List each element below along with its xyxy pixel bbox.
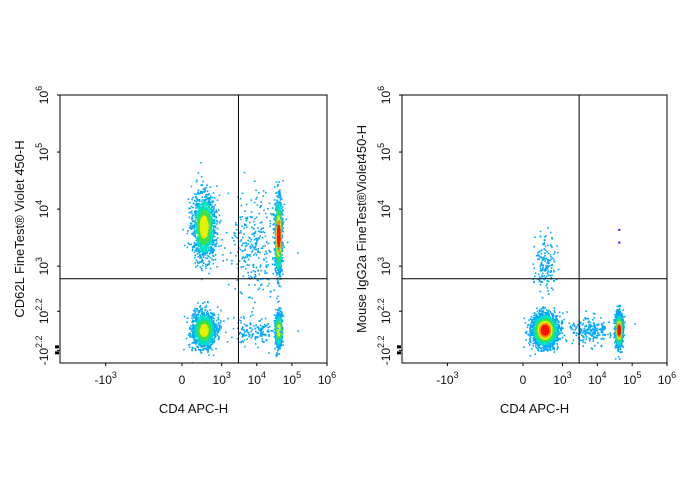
x-tick-label: 0 [520, 373, 527, 387]
y-tick-label: 104 [34, 200, 51, 218]
x-tick-label: -103 [95, 370, 117, 387]
y-axis-marker [397, 351, 401, 355]
population-5 [216, 314, 299, 354]
y-tick-label: 103 [376, 257, 393, 275]
y-axis-marker [397, 345, 401, 349]
y-axis-marker [55, 345, 59, 349]
plot-frame [401, 94, 668, 364]
population-0 [182, 162, 223, 281]
x-tick-label: 105 [283, 370, 301, 387]
y-tick-label: 106 [34, 86, 51, 104]
x-tick-label: 0 [179, 373, 186, 387]
population-1 [613, 304, 626, 360]
dot-cloud [182, 162, 299, 363]
y-tick-label: -102.2 [34, 335, 51, 365]
outlier-dot [618, 241, 621, 244]
dot-cloud [523, 227, 636, 360]
left-plot: -103 0 103 104 105 106 -102.2 102.2 103 104 105 106… [12, 86, 336, 416]
population-0 [523, 306, 567, 357]
population-2 [560, 308, 636, 350]
y-tick-label: 105 [34, 143, 51, 161]
y-tick-label: 102.2 [34, 298, 51, 324]
plot-frame [59, 94, 328, 364]
x-tick-label: 103 [553, 370, 571, 387]
right-plot: -103 0 103 104 105 106 -102.2 102.2 103 104 105 106… [354, 86, 676, 416]
x-tick-label: 106 [318, 370, 336, 387]
y-tick-label: -102.2 [376, 335, 393, 365]
population-1 [183, 301, 225, 363]
population-3 [532, 227, 560, 299]
x-tick-label: -103 [436, 370, 458, 387]
x-axis-label: CD4 APC-H [159, 401, 228, 416]
x-axis-label: CD4 APC-H [500, 401, 569, 416]
population-2 [273, 179, 288, 297]
y-tick-label: 105 [376, 143, 393, 161]
population-3 [273, 300, 284, 358]
population-4 [216, 171, 299, 318]
y-axis-label: CD62L FineTest® Violet 450-H [12, 140, 27, 317]
x-tick-label: 106 [658, 370, 676, 387]
x-tick-label: 105 [623, 370, 641, 387]
x-tick-label: 104 [248, 370, 266, 387]
y-tick-label: 102.2 [376, 298, 393, 324]
x-tick-label: 103 [213, 370, 231, 387]
y-axis-marker [55, 351, 59, 355]
outlier-dot [618, 228, 621, 231]
y-tick-label: 106 [376, 86, 393, 104]
y-tick-label: 104 [376, 200, 393, 218]
y-tick-label: 103 [34, 257, 51, 275]
y-axis-label: Mouse IgG2a FineTest®Violet450-H [354, 125, 369, 333]
x-tick-label: 104 [588, 370, 606, 387]
